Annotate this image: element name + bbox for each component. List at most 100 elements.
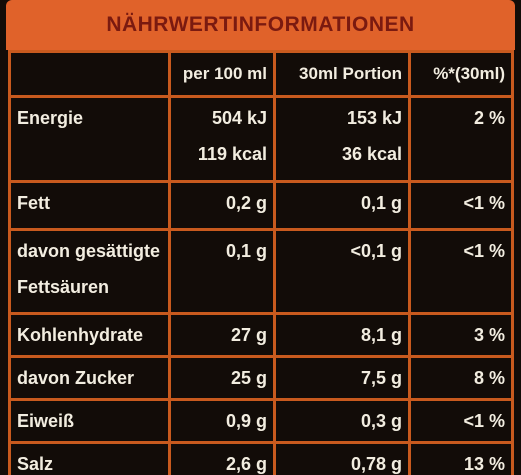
row-label: Fett xyxy=(8,180,171,231)
value-cell: 8,1 g xyxy=(273,312,411,358)
value-cell: 25 g xyxy=(168,355,276,401)
value-cell: <0,1 g xyxy=(273,228,411,315)
stack: 0,1 g xyxy=(282,185,402,221)
value-cell: <1 % xyxy=(408,228,514,315)
label-line: Energie xyxy=(17,108,84,128)
row: Energie 504 kJ 119 kcal 153 kJ 36 kcal 2 % xyxy=(8,95,514,183)
title: NÄHRWERTINFORMATIONEN xyxy=(106,13,415,36)
value-line: 13 % xyxy=(463,454,505,474)
value-cell: 0,9 g xyxy=(168,398,276,444)
value-line: 153 kJ xyxy=(346,108,402,128)
row: davon gesättigte Fettsäuren 0,1 g <0,1 g <1 … xyxy=(8,228,514,315)
row: Eiweiß 0,9 g 0,3 g <1 % xyxy=(8,398,514,444)
value-cell: 8 % xyxy=(408,355,514,401)
value-cell: 153 kJ 36 kcal xyxy=(273,95,411,183)
stack: 0,9 g xyxy=(177,403,267,439)
value-line: 25 g xyxy=(230,368,267,388)
value-cell: 0,78 g xyxy=(273,441,411,475)
stack: 3 % xyxy=(417,317,505,353)
stack: Eiweiß xyxy=(17,403,162,439)
stack: 13 % xyxy=(417,446,505,475)
column-header: per 100 ml xyxy=(168,50,276,98)
stack: <1 % xyxy=(417,185,505,221)
label-line: Kohlenhydrate xyxy=(17,325,144,345)
stack: 27 g xyxy=(177,317,267,353)
column-header: %*(30ml) xyxy=(408,50,514,98)
label-line: Salz xyxy=(17,454,54,474)
stack: <0,1 g xyxy=(282,233,402,269)
stack: 0,2 g xyxy=(177,185,267,221)
value-line: 119 kcal xyxy=(197,144,267,164)
stack: Fett xyxy=(17,185,162,221)
row: davon Zucker 25 g 7,5 g 8 % xyxy=(8,355,514,401)
stack: 0,78 g xyxy=(282,446,402,475)
stack: Kohlenhydrate xyxy=(17,317,162,353)
stack: Energie xyxy=(17,100,162,136)
value-line: 2,6 g xyxy=(225,454,267,474)
corner-cell xyxy=(8,50,171,98)
value-line: 0,9 g xyxy=(225,411,267,431)
row-label: davon Zucker xyxy=(8,355,171,401)
value-line: <0,1 g xyxy=(350,241,402,261)
header-row: per 100 ml 30ml Portion %*(30ml) xyxy=(8,50,514,98)
title-band: NÄHRWERTINFORMATIONEN xyxy=(6,0,515,50)
value-line: <1 % xyxy=(463,241,505,261)
value-cell: 0,1 g xyxy=(273,180,411,231)
value-cell: 13 % xyxy=(408,441,514,475)
value-cell: 0,1 g xyxy=(168,228,276,315)
stack: 7,5 g xyxy=(282,360,402,396)
value-cell: 0,2 g xyxy=(168,180,276,231)
row: Fett 0,2 g 0,1 g <1 % xyxy=(8,180,514,231)
stack: 2,6 g xyxy=(177,446,267,475)
stack: 8 % xyxy=(417,360,505,396)
value-cell: 504 kJ 119 kcal xyxy=(168,95,276,183)
value-line: <1 % xyxy=(463,411,505,431)
stack: <1 % xyxy=(417,403,505,439)
value-line: 0,2 g xyxy=(225,193,267,213)
value-cell: <1 % xyxy=(408,180,514,231)
column-header: 30ml Portion xyxy=(273,50,411,98)
value-line: 0,78 g xyxy=(350,454,402,474)
stack: <1 % xyxy=(417,233,505,269)
stack: 8,1 g xyxy=(282,317,402,353)
nutrition-table: per 100 ml 30ml Portion %*(30ml) Energie 504… xyxy=(8,50,514,475)
label-line: Eiweiß xyxy=(17,411,75,431)
value-line: 8,1 g xyxy=(360,325,402,345)
stack: 153 kJ 36 kcal xyxy=(282,100,402,172)
value-line: <1 % xyxy=(463,193,505,213)
label-line: davon Zucker xyxy=(17,368,135,388)
value-line: 0,1 g xyxy=(225,241,267,261)
label-line: Fett xyxy=(17,193,50,213)
value-cell: 0,3 g xyxy=(273,398,411,444)
stack: 504 kJ 119 kcal xyxy=(177,100,267,172)
row-label: Kohlenhydrate xyxy=(8,312,171,358)
value-cell: 7,5 g xyxy=(273,355,411,401)
row-label: Salz xyxy=(8,441,171,475)
stack: 0,3 g xyxy=(282,403,402,439)
stack: Salz xyxy=(17,446,162,475)
value-cell: 3 % xyxy=(408,312,514,358)
value-line: 2 % xyxy=(473,108,505,128)
value-line: 8 % xyxy=(473,368,505,388)
value-line: 7,5 g xyxy=(360,368,402,388)
value-line: 504 kJ xyxy=(211,108,267,128)
stack: davon Zucker xyxy=(17,360,162,396)
stack: 25 g xyxy=(177,360,267,396)
value-line: 0,3 g xyxy=(360,411,402,431)
value-line: 0,1 g xyxy=(360,193,402,213)
stack: 0,1 g xyxy=(177,233,267,269)
value-cell: 2 % xyxy=(408,95,514,183)
value-cell: 27 g xyxy=(168,312,276,358)
value-line: 27 g xyxy=(230,325,267,345)
stack: 2 % xyxy=(417,100,505,136)
value-line: 36 kcal xyxy=(341,144,402,164)
value-line: 3 % xyxy=(473,325,505,345)
row-label: Energie xyxy=(8,95,171,183)
label-line: Fettsäuren xyxy=(17,277,110,297)
stack: davon gesättigte Fettsäuren xyxy=(17,233,162,305)
label-line: davon gesättigte xyxy=(17,241,161,261)
row-label: davon gesättigte Fettsäuren xyxy=(8,228,171,315)
value-cell: <1 % xyxy=(408,398,514,444)
row-label: Eiweiß xyxy=(8,398,171,444)
